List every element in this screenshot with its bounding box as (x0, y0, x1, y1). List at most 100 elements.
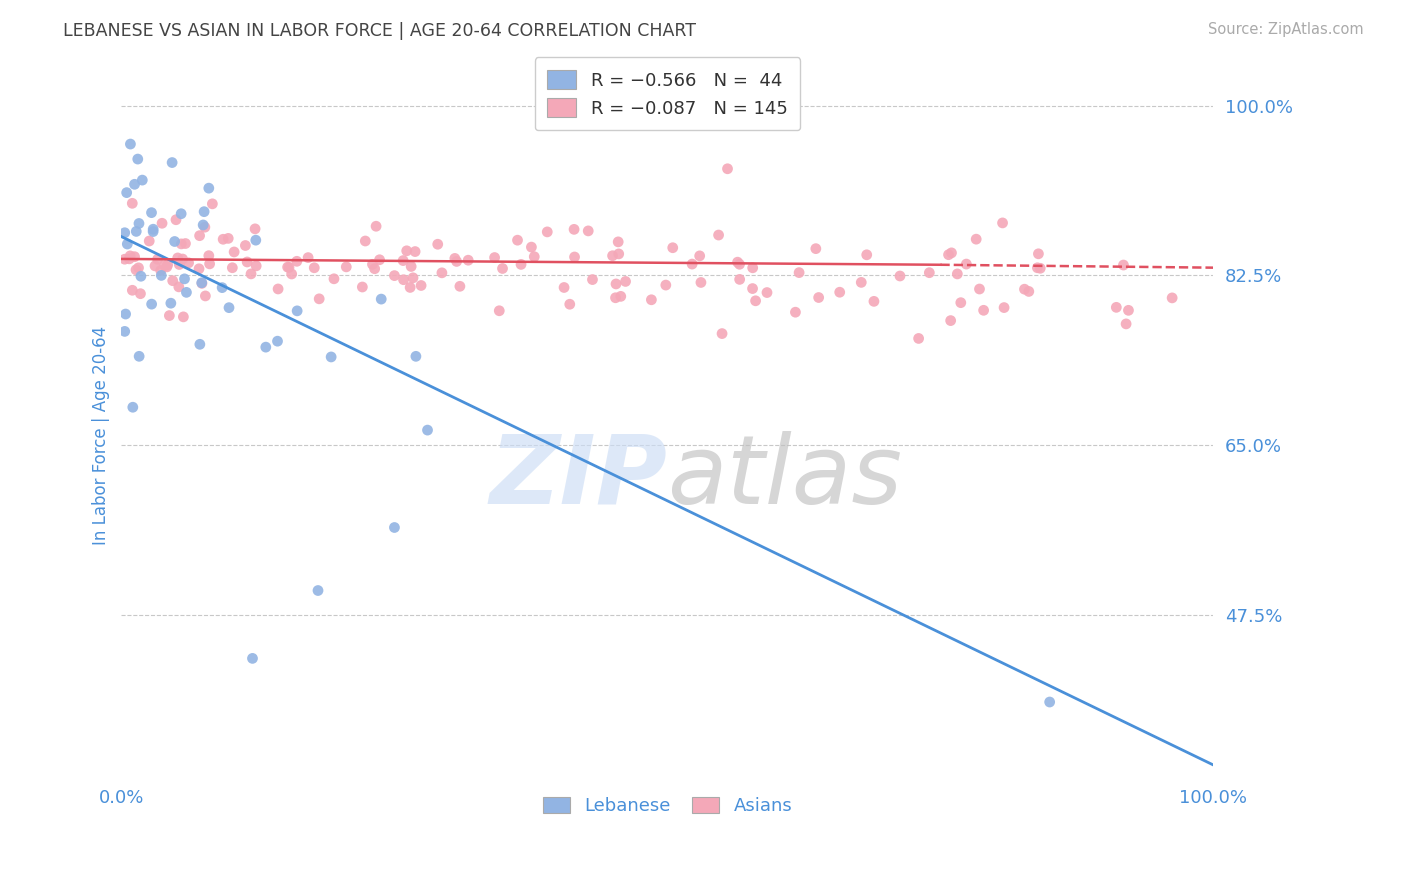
Point (610, 289, 633, 303)
Point (297, 251, 319, 265)
Point (308, 292, 330, 306)
Point (243, 222, 266, 236)
Point (828, 285, 851, 300)
Point (129, 269, 152, 284)
Point (1118, 303, 1140, 318)
Point (114, 252, 136, 267)
Point (124, 250, 146, 264)
Point (167, 280, 190, 294)
Point (125, 224, 148, 238)
Point (166, 251, 188, 265)
Point (188, 228, 211, 243)
Point (224, 244, 246, 259)
Point (741, 282, 763, 296)
Point (128, 217, 150, 231)
Point (690, 276, 713, 290)
Point (402, 270, 425, 285)
Point (117, 237, 139, 252)
Point (991, 216, 1014, 230)
Point (449, 279, 471, 293)
Point (564, 250, 586, 264)
Point (370, 292, 392, 306)
Point (1026, 260, 1049, 275)
Point (576, 224, 599, 238)
Point (1105, 301, 1128, 315)
Point (177, 256, 200, 270)
Point (156, 260, 179, 274)
Point (143, 259, 166, 273)
Point (581, 272, 603, 286)
Point (728, 272, 751, 286)
Point (138, 234, 160, 248)
Point (156, 258, 179, 272)
Point (121, 196, 143, 211)
Point (280, 267, 302, 281)
Point (1018, 285, 1040, 299)
Point (938, 248, 960, 262)
Point (863, 294, 886, 309)
Point (114, 307, 136, 321)
Point (172, 252, 194, 266)
Point (562, 222, 585, 236)
Point (174, 236, 197, 251)
Point (172, 310, 194, 324)
Point (141, 205, 163, 219)
Point (1014, 282, 1036, 296)
Point (889, 268, 911, 283)
Point (807, 291, 830, 305)
Point (114, 226, 136, 240)
Point (536, 225, 558, 239)
Point (855, 248, 877, 262)
Point (157, 309, 180, 323)
Point (149, 263, 172, 277)
Point (221, 260, 243, 275)
Point (170, 236, 193, 251)
Text: ZIP: ZIP (489, 431, 668, 524)
Point (602, 249, 624, 263)
Point (785, 305, 807, 319)
Point (236, 255, 259, 269)
Point (1028, 247, 1050, 261)
Point (266, 334, 288, 348)
Point (191, 218, 214, 232)
Point (523, 250, 546, 264)
Point (851, 276, 873, 290)
Point (741, 260, 763, 275)
Point (335, 260, 357, 274)
Point (198, 249, 221, 263)
Point (605, 277, 627, 291)
Point (787, 266, 810, 280)
Point (1112, 258, 1135, 272)
Point (949, 295, 972, 310)
Point (218, 301, 240, 315)
Point (267, 282, 290, 296)
Point (150, 268, 173, 283)
Point (395, 244, 418, 258)
Point (426, 237, 449, 252)
Point (558, 297, 581, 311)
Point (127, 152, 149, 166)
Point (392, 273, 415, 287)
Point (212, 232, 235, 246)
Point (416, 423, 439, 437)
Point (141, 297, 163, 311)
Point (211, 280, 233, 294)
Point (553, 280, 575, 294)
Point (173, 272, 195, 286)
Point (399, 280, 422, 294)
Point (160, 155, 183, 169)
Point (121, 401, 143, 415)
Point (254, 340, 277, 354)
Point (150, 216, 173, 230)
Point (392, 253, 415, 268)
Point (1161, 291, 1184, 305)
Point (965, 232, 987, 246)
Text: LEBANESE VS ASIAN IN LABOR FORCE | AGE 20-64 CORRELATION CHART: LEBANESE VS ASIAN IN LABOR FORCE | AGE 2… (63, 22, 696, 40)
Point (969, 282, 991, 296)
Point (194, 289, 217, 303)
Point (446, 254, 468, 268)
Point (607, 247, 630, 261)
Point (510, 257, 533, 271)
Point (120, 249, 142, 263)
Point (744, 293, 766, 308)
